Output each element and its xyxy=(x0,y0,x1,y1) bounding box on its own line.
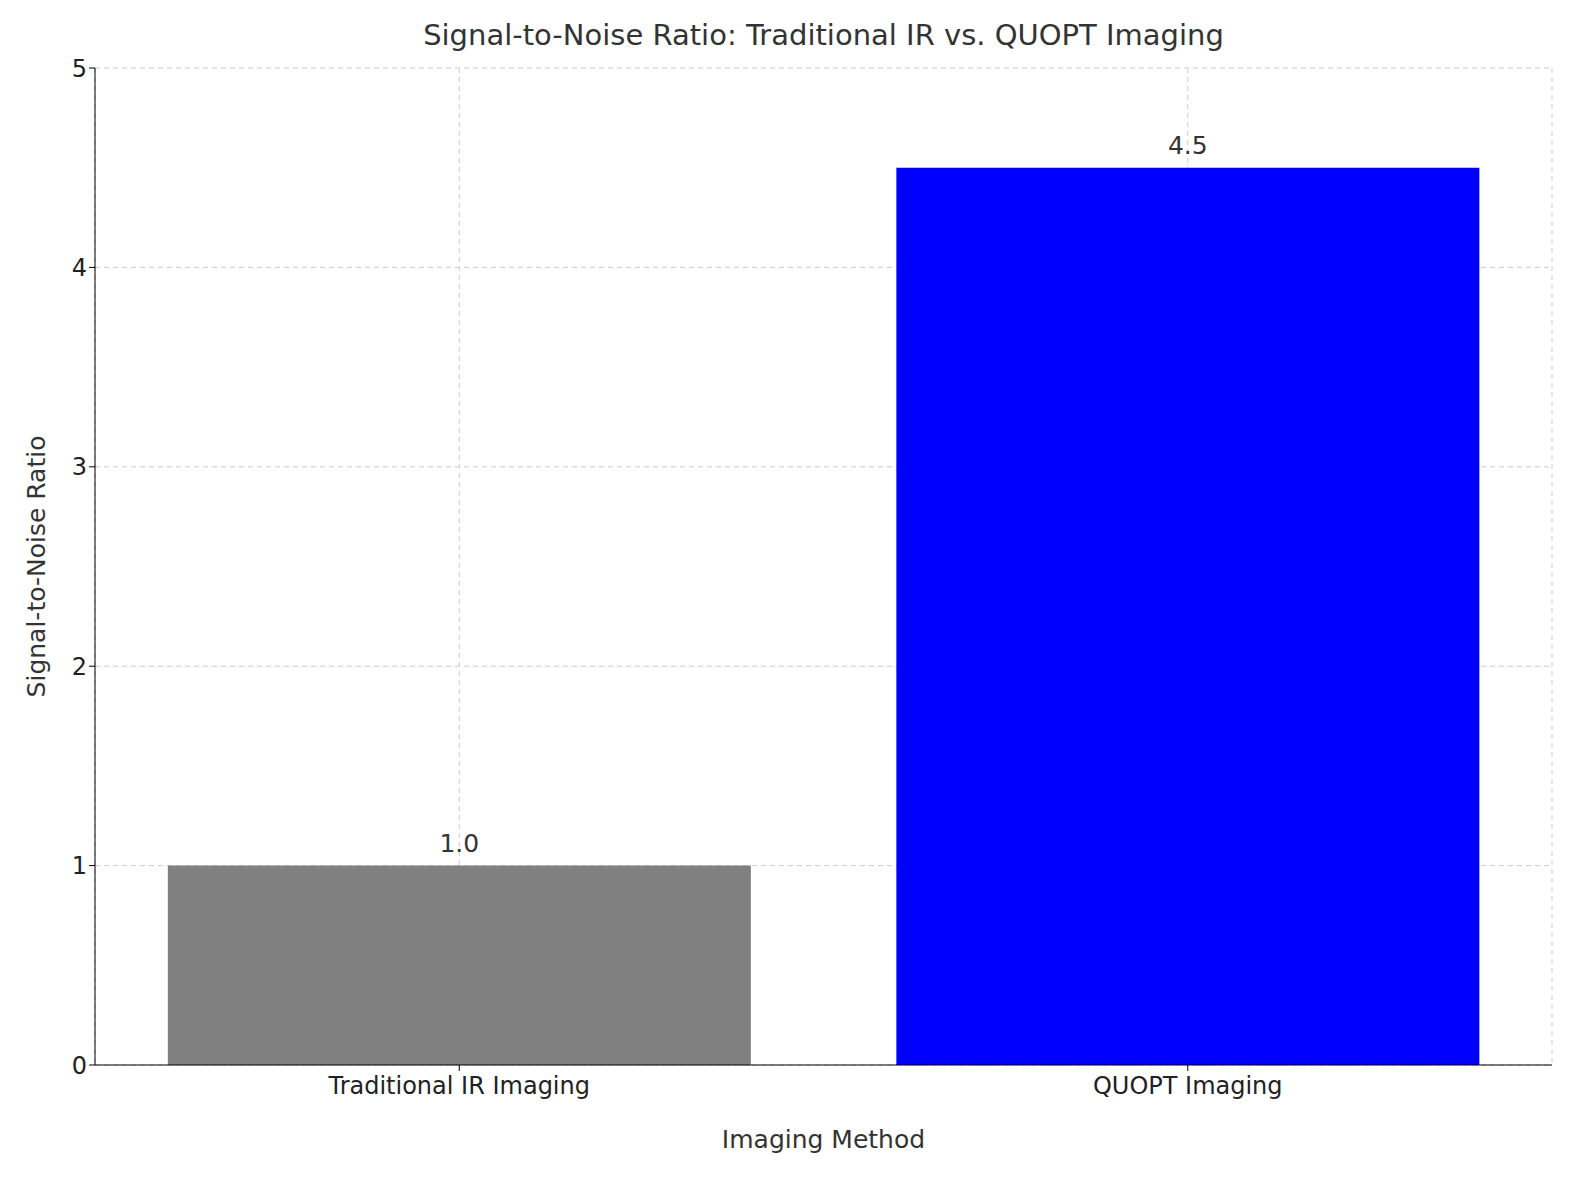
svg-text:QUOPT Imaging: QUOPT Imaging xyxy=(1093,1072,1283,1100)
svg-text:Signal-to-Noise Ratio: Signal-to-Noise Ratio xyxy=(22,436,51,698)
svg-text:0: 0 xyxy=(72,1052,87,1080)
svg-text:5: 5 xyxy=(72,55,87,83)
svg-text:1.0: 1.0 xyxy=(439,829,479,858)
html-text:Signal-to-Noise Ratio: Traditi: Signal-to-Noise Ratio: Traditional IR vs… xyxy=(423,18,1224,52)
svg-text:2: 2 xyxy=(72,653,87,681)
svg-text:1: 1 xyxy=(72,852,87,880)
svg-text:4.5: 4.5 xyxy=(1168,131,1208,160)
svg-text:Imaging Method: Imaging Method xyxy=(722,1125,925,1154)
svg-text:Traditional IR Imaging: Traditional IR Imaging xyxy=(328,1072,590,1100)
svg-text:3: 3 xyxy=(72,453,87,481)
svg-text:4: 4 xyxy=(72,254,87,282)
